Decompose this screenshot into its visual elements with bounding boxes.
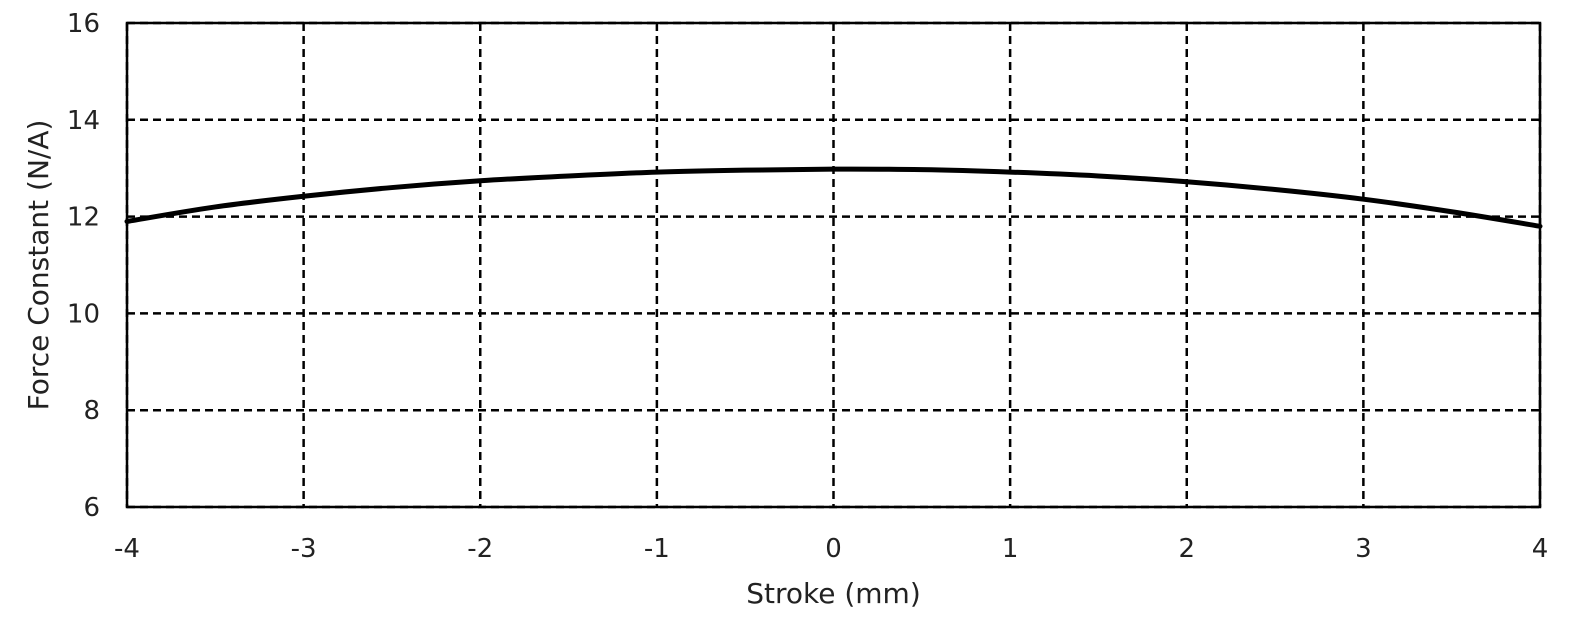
x-tick-label-2: -2 [467, 534, 493, 564]
y-tick-label-2: 10 [67, 299, 100, 329]
grid [125, 21, 1542, 509]
series-line-0 [124, 166, 1543, 229]
x-tick-label-7: 3 [1355, 534, 1372, 564]
x-tick-label-6: 2 [1178, 534, 1195, 564]
series-layer [124, 166, 1543, 229]
x-axis-ticks: -4 -3 -2 -1 0 1 2 3 4 [114, 534, 1548, 564]
x-axis-title: Stroke (mm) [746, 577, 921, 610]
x-tick-label-4: 0 [825, 534, 842, 564]
x-tick-label-1: -3 [291, 534, 317, 564]
x-tick-label-8: 4 [1532, 534, 1549, 564]
y-tick-label-4: 14 [67, 106, 100, 136]
y-axis-title: Force Constant (N/A) [22, 120, 55, 411]
x-tick-label-3: -1 [644, 534, 670, 564]
y-tick-label-0: 6 [83, 493, 100, 523]
x-tick-label-5: 1 [1002, 534, 1019, 564]
y-tick-label-1: 8 [83, 396, 100, 426]
y-tick-label-5: 16 [67, 9, 100, 39]
y-tick-label-3: 12 [67, 203, 100, 233]
x-tick-label-0: -4 [114, 534, 140, 564]
plot-frame [125, 21, 1542, 509]
y-axis-ticks: 6 8 10 12 14 16 [67, 9, 100, 523]
